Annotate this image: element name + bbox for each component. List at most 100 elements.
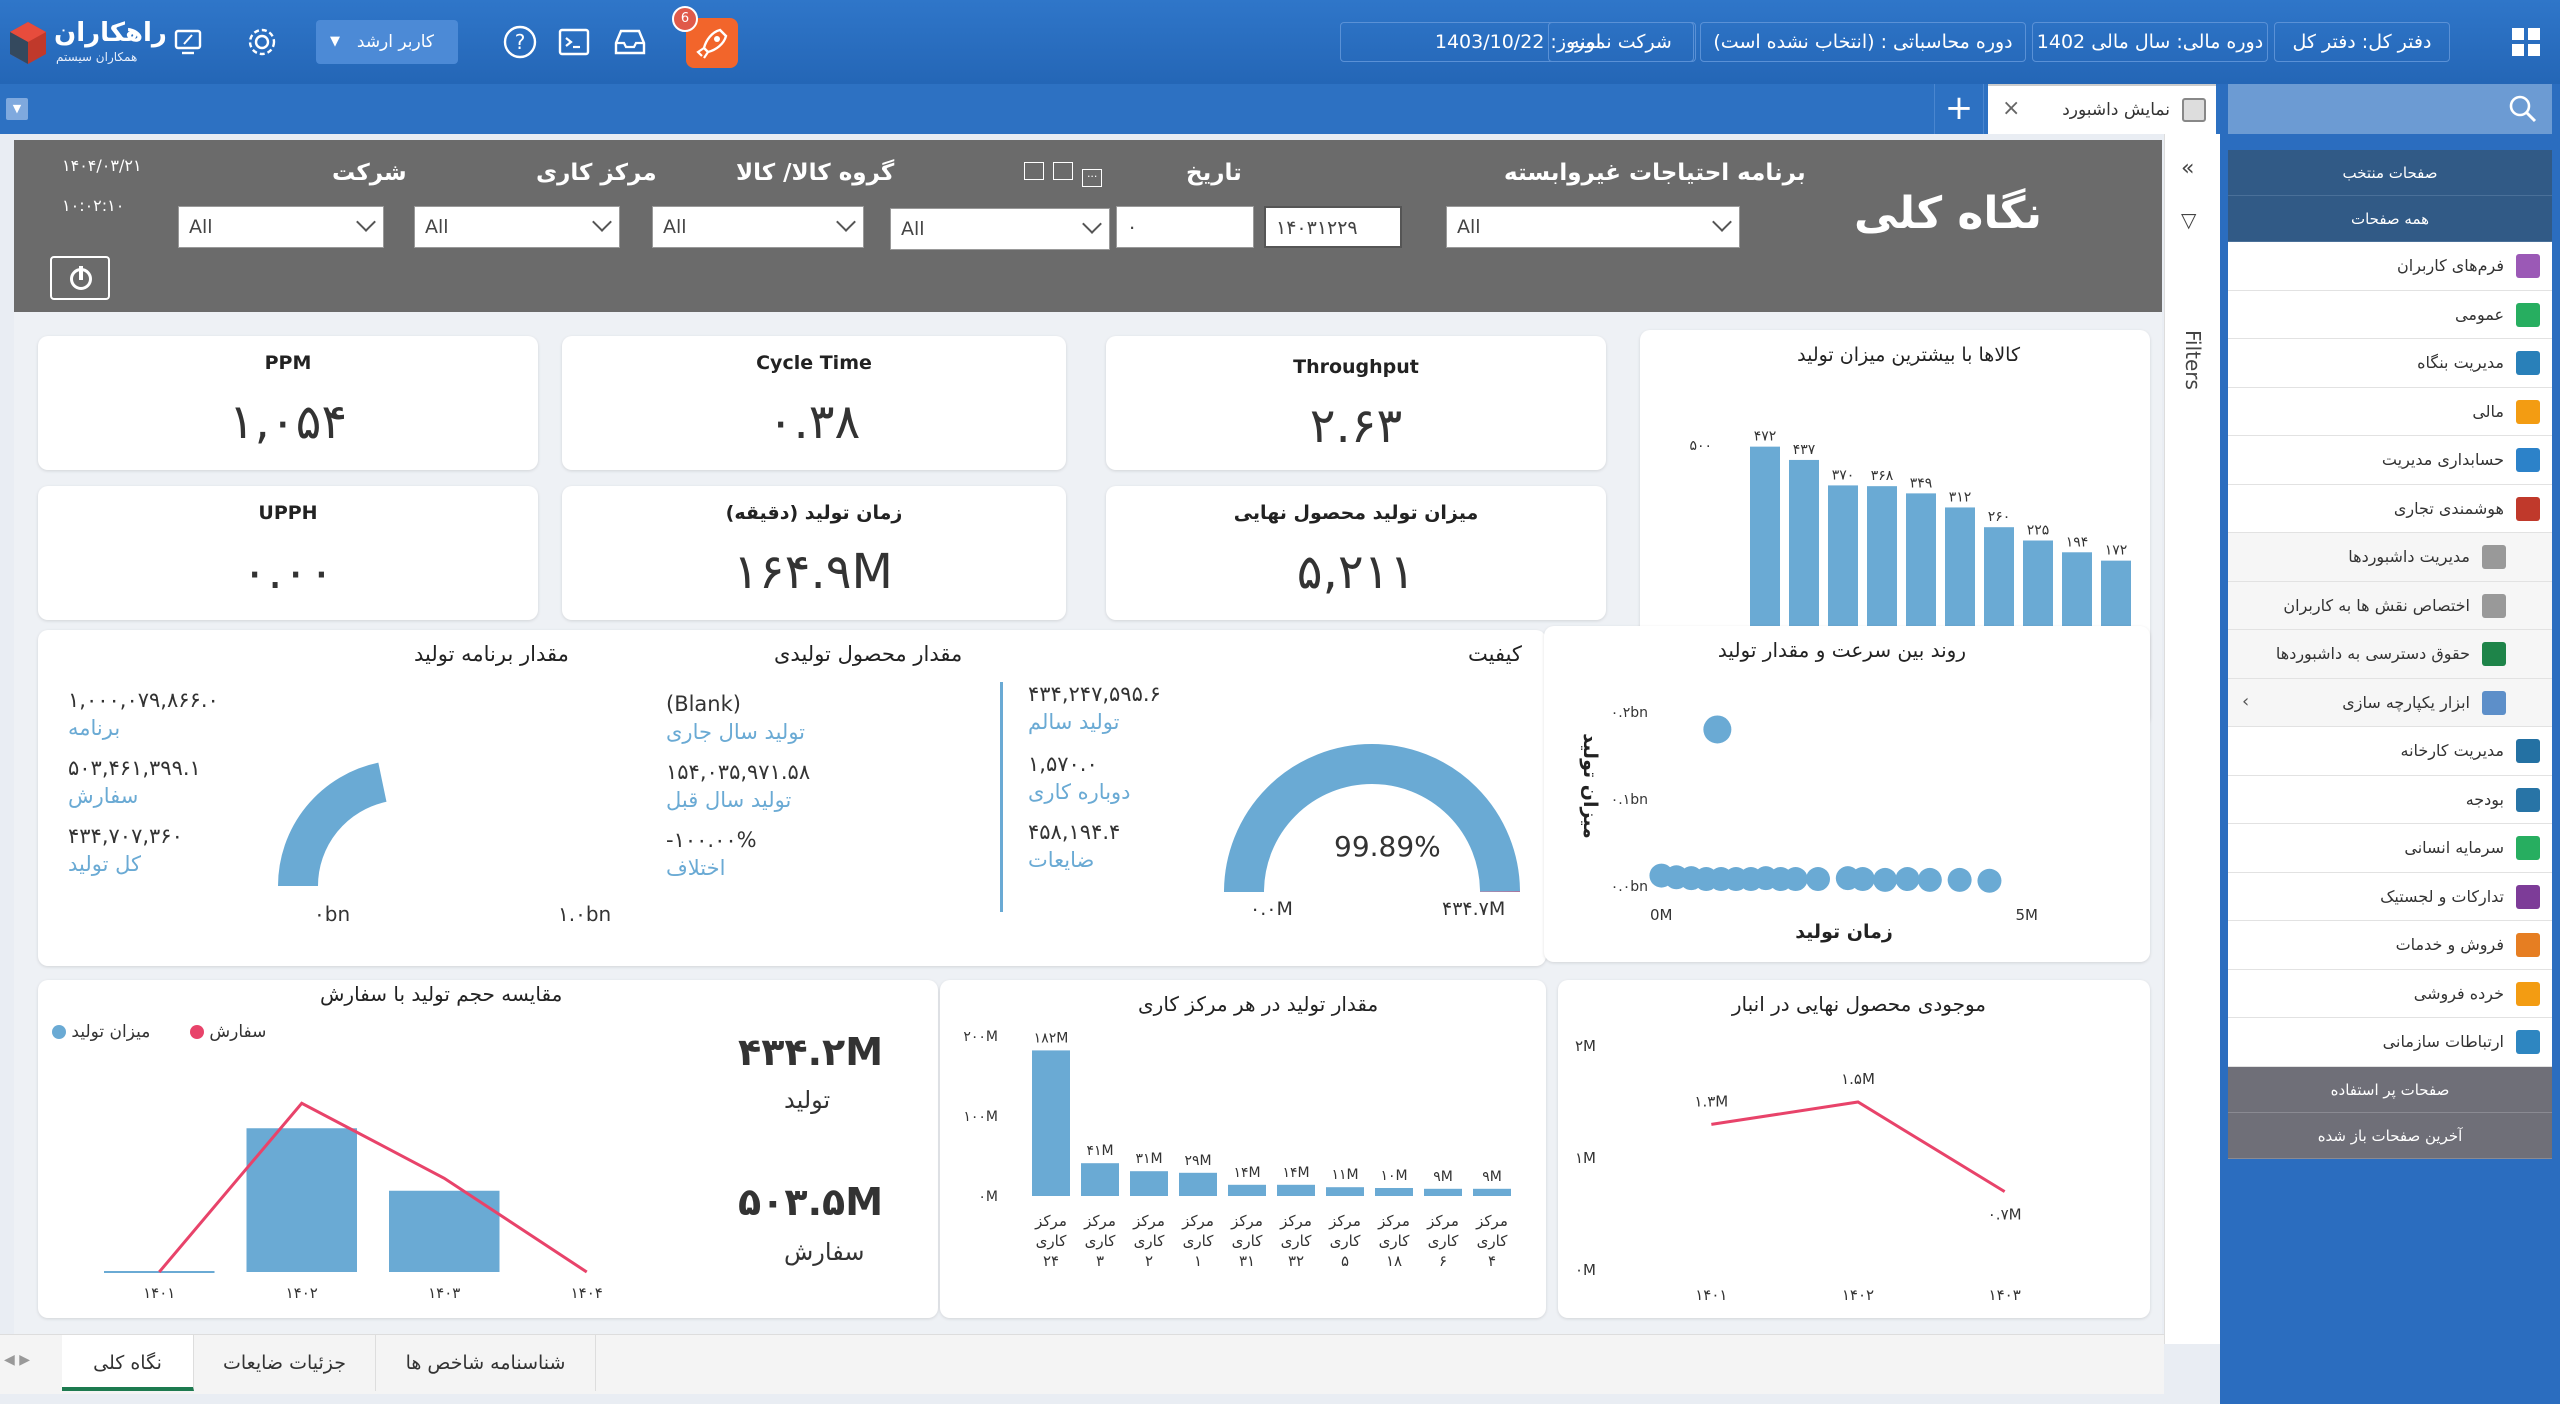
x-tick-label: ۱۴۰۱	[143, 1284, 175, 1302]
sidebar-item[interactable]: مالی	[2228, 387, 2552, 436]
quality-gauge	[1224, 744, 1520, 893]
search-icon	[2509, 95, 2537, 123]
sidebar-item-label: ابزار یکپارچه سازی	[2342, 692, 2470, 712]
sidebar-item[interactable]: مدیریت داشبوردها	[2228, 533, 2552, 582]
factory-icon	[2516, 739, 2540, 763]
page-title: نگاه کلی	[1854, 188, 2042, 239]
gear-icon[interactable]	[240, 20, 284, 64]
enterprise-icon	[2516, 351, 2540, 375]
focus-mode-icon[interactable]	[1053, 162, 1074, 180]
inbox-icon[interactable]	[608, 20, 652, 64]
sidebar-item[interactable]: حسابداری مدیریت	[2228, 436, 2552, 485]
close-icon[interactable]: ×	[2002, 96, 2021, 121]
help-icon[interactable]: ?	[498, 20, 542, 64]
ledger-selector[interactable]: دفتر کل: دفتر کل	[2274, 22, 2450, 62]
tab-scroll-arrows-icon[interactable]: ◀ ▶	[4, 1352, 30, 1368]
inventory-chart-card[interactable]: موجودی محصول نهایی در انبار ۰M ۱M ۲M ۱.۳M ۱۴…	[1558, 980, 2150, 1318]
company-selector[interactable]: شرکت نمونه	[1548, 22, 1694, 62]
scatter-point	[1895, 867, 1920, 892]
kpi-ppm-card: PPM ۱,۰۵۴	[38, 336, 538, 470]
filter-product-select[interactable]: All	[652, 206, 864, 248]
program-value: ۱,۰۰۰,۰۷۹,۸۶۶.۰	[68, 688, 219, 712]
bar	[1789, 459, 1819, 626]
legend-order: سفارش	[190, 1022, 266, 1042]
x-tick-label: ۳۲	[1288, 1252, 1304, 1270]
date-to-input[interactable]: ۱۴۰۳۱۲۲۹	[1264, 206, 1402, 248]
add-tab-button[interactable]: +	[1934, 84, 1984, 134]
collapse-filters-icon[interactable]: «	[2181, 156, 2195, 181]
sidebar-item[interactable]: فرم‌های کاربران	[2228, 242, 2552, 291]
sidebar-item-label: فرم‌های کاربران	[2397, 256, 2504, 275]
bar-value-label: ۱۴M	[1282, 1165, 1309, 1181]
speed-volume-chart-card[interactable]: روند بین سرعت و مقدار تولید ۰.۰bn ۰.۱bn ۰.…	[1544, 626, 2150, 962]
section-recent-pages[interactable]: آخرین صفحات باز شده	[2228, 1112, 2552, 1159]
sidebar-item[interactable]: مدیریت بنگاه	[2228, 339, 2552, 388]
sales-icon	[2516, 933, 2540, 957]
filter-company-label: شرکت	[332, 160, 407, 186]
current-year-label: تولید سال جاری	[666, 720, 806, 744]
accounting-period[interactable]: دوره محاسباتی : (انتخاب نشده است)	[1700, 22, 2026, 62]
logistics-icon	[2516, 884, 2540, 909]
sidebar-search-input[interactable]	[2228, 84, 2552, 134]
fiscal-year[interactable]: دوره مالی: سال مالی 1402	[2032, 22, 2268, 62]
sidebar-item[interactable]: ابزار یکپارچه سازی ‹	[2228, 678, 2552, 727]
difference-label: اختلاف	[666, 856, 726, 880]
tab-kpi-profile[interactable]: شناسنامه شاخص ها	[376, 1335, 596, 1391]
tab-dashboard-view[interactable]: نمایش داشبورد ×	[1988, 84, 2216, 134]
section-all-pages[interactable]: همه صفحات	[2228, 196, 2552, 242]
reset-button[interactable]	[50, 256, 110, 300]
sidebar-item[interactable]: فروش و خدمات	[2228, 921, 2552, 970]
sidebar-item[interactable]: خرده فروشی	[2228, 969, 2552, 1018]
more-options-icon[interactable]: ···	[1082, 169, 1103, 187]
tab-waste-details[interactable]: جزئیات ضایعات	[194, 1335, 376, 1391]
x-tick-label: ۱۴۰۴	[571, 1284, 603, 1302]
filter-extra-select[interactable]: All	[890, 208, 1110, 250]
filters-label[interactable]: Filters	[2181, 330, 2205, 390]
sidebar-item[interactable]: بودجه	[2228, 775, 2552, 824]
sidebar-item[interactable]: هوشمندی تجاری	[2228, 484, 2552, 533]
bar-value-label: ۱۰M	[1380, 1168, 1407, 1184]
bar	[1326, 1187, 1364, 1196]
terminal-icon[interactable]	[552, 20, 596, 64]
scatter-point	[1873, 867, 1898, 892]
sidebar-item[interactable]: حقوق دسترسی به داشبوردها	[2228, 630, 2552, 679]
production-vs-order-card[interactable]: مقایسه حجم تولید با سفارش میزان تولید سف…	[38, 980, 938, 1318]
sidebar-item[interactable]: مدیریت کارخانه	[2228, 727, 2552, 776]
sidebar-item[interactable]: تدارکات و لجستیک	[2228, 872, 2552, 921]
last-year-label: تولید سال قبل	[666, 788, 792, 812]
sidebar-item[interactable]: ارتباطات سازمانی	[2228, 1018, 2552, 1067]
sidebar-item[interactable]: اختصاص نقش ها به کاربران	[2228, 581, 2552, 630]
user-menu-button[interactable]: کاربر ارشد ▼	[316, 20, 458, 64]
filter-product-label: گروه کالا/ کالا	[736, 160, 895, 186]
section-frequent-pages[interactable]: صفحات پر استفاده	[2228, 1066, 2552, 1113]
x-tick-label: مرکز	[1475, 1212, 1508, 1230]
x-tick-label: مرکز	[1426, 1212, 1459, 1230]
bar	[2101, 560, 2131, 626]
bar-value-label: ۱۱M	[1331, 1167, 1358, 1183]
section-selected-pages[interactable]: صفحات منتخب	[2228, 150, 2552, 196]
x-tick-label: کاری	[1428, 1232, 1460, 1250]
date-from-input[interactable]: ۰	[1116, 206, 1254, 248]
tab-list-dropdown-icon[interactable]: ▼	[6, 98, 28, 120]
sidebar-item-label: مدیریت کارخانه	[2400, 741, 2504, 760]
scatter-point	[1977, 868, 2002, 893]
big-order-value: ۵۰۳.۵M	[738, 1180, 884, 1224]
filter-workcenter-select[interactable]: All	[414, 206, 620, 248]
scatter-point	[1703, 715, 1732, 744]
legend-dot	[190, 1025, 204, 1039]
sidebar-item-label: تدارکات و لجستیک	[2380, 886, 2504, 906]
filter-company-select[interactable]: All	[178, 206, 384, 248]
monitor-icon[interactable]	[166, 20, 210, 64]
sidebar-item[interactable]: عمومی	[2228, 290, 2552, 339]
sidebar-item[interactable]: سرمایه انسانی	[2228, 824, 2552, 873]
visual-header-icons[interactable]: ···	[1024, 162, 1104, 187]
apps-grid-icon[interactable]	[2504, 20, 2548, 64]
filter-program-select[interactable]: All	[1446, 206, 1740, 248]
tab-overview[interactable]: نگاه کلی	[62, 1335, 194, 1391]
lock-icon	[2482, 642, 2506, 666]
logo: راهکاران همکاران سیستم	[8, 18, 167, 70]
y-tick-label: ۰.۱bn	[1611, 792, 1648, 808]
filter-visual-icon[interactable]	[1024, 162, 1044, 180]
filters-pane[interactable]: « ▽ Filters	[2164, 134, 2220, 1344]
workcenter-production-card[interactable]: مقدار تولید در هر مرکز کاری ۰M ۱۰۰M ۲۰۰M ۱۸…	[940, 980, 1546, 1318]
